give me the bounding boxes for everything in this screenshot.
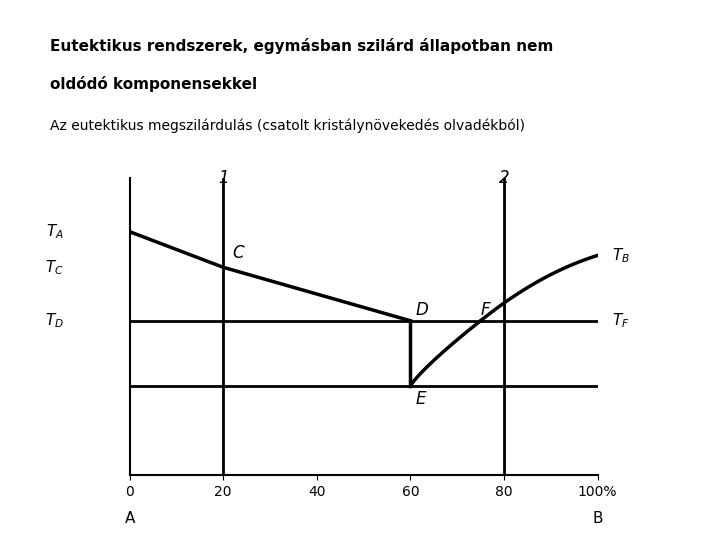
Text: D: D bbox=[415, 301, 428, 319]
Text: oldódó komponensekkel: oldódó komponensekkel bbox=[50, 76, 258, 92]
Text: F: F bbox=[481, 301, 490, 319]
Text: E: E bbox=[415, 390, 426, 408]
Text: B: B bbox=[593, 511, 603, 526]
Text: $T_D$: $T_D$ bbox=[45, 312, 64, 330]
Text: 2: 2 bbox=[499, 169, 509, 187]
Text: $T_F$: $T_F$ bbox=[612, 312, 629, 330]
Text: Az eutektikus megszilárdulás (csatolt kristálynövekedés olvadékból): Az eutektikus megszilárdulás (csatolt kr… bbox=[50, 119, 526, 133]
Text: A: A bbox=[125, 511, 135, 526]
Text: 1: 1 bbox=[218, 169, 228, 187]
Text: $T_B$: $T_B$ bbox=[612, 246, 629, 265]
Text: C: C bbox=[233, 245, 244, 262]
Text: $T_A$: $T_A$ bbox=[46, 222, 64, 241]
Text: $T_C$: $T_C$ bbox=[45, 258, 64, 276]
Text: Eutektikus rendszerek, egymásban szilárd állapotban nem: Eutektikus rendszerek, egymásban szilárd… bbox=[50, 38, 554, 54]
